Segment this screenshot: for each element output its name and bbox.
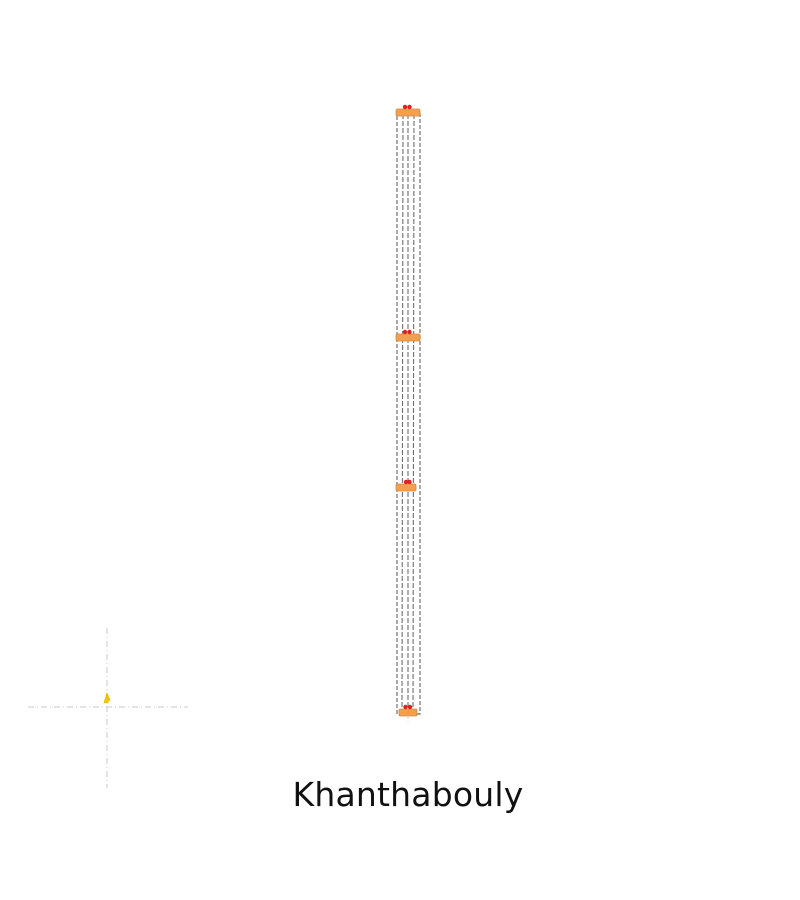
- marker-dot: [407, 329, 412, 335]
- marker-dot: [402, 329, 408, 335]
- marker-dot: [407, 704, 413, 710]
- origin-marker-icon: [103, 692, 111, 704]
- junction-marker-icon: [398, 708, 418, 717]
- marker-dot: [407, 104, 412, 110]
- junction-marker-icon: [395, 483, 417, 492]
- junction-node-1: [395, 104, 421, 117]
- road-corridor: [396, 111, 421, 715]
- origin-crosshair: [28, 628, 188, 788]
- junction-node-4: [398, 704, 418, 722]
- marker-dot: [402, 104, 408, 110]
- junction-node-3: [395, 479, 417, 492]
- lane-line-left: [401, 113, 404, 713]
- marker-dot: [403, 704, 408, 710]
- junction-node-2: [395, 329, 421, 342]
- marker-dot: [407, 479, 412, 485]
- junction-marker-icon: [395, 108, 421, 117]
- marker-dot: [403, 479, 409, 485]
- diagram-caption: Khanthabouly: [292, 775, 524, 814]
- lane-line-right: [412, 113, 415, 713]
- junction-marker-icon: [395, 333, 421, 342]
